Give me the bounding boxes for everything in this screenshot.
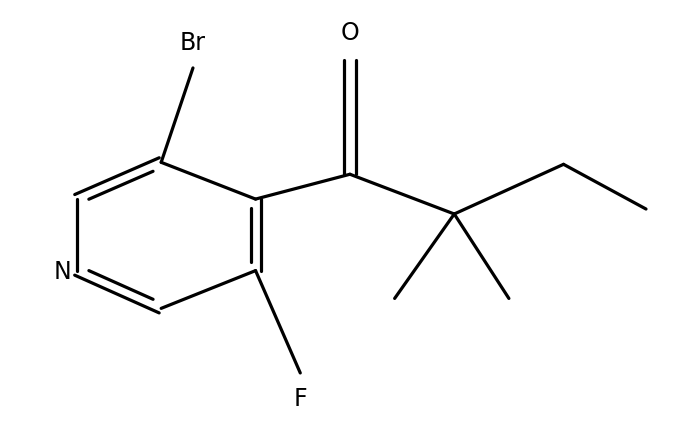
Text: Br: Br xyxy=(180,31,206,55)
Text: N: N xyxy=(54,259,72,283)
Text: O: O xyxy=(340,21,359,45)
Text: F: F xyxy=(293,386,307,410)
